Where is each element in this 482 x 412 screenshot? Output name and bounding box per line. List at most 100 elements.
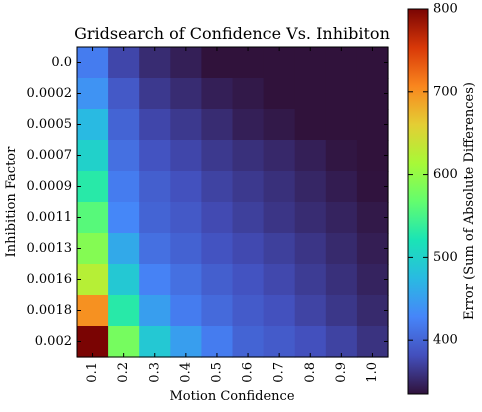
heatmap-cell <box>201 233 234 265</box>
heatmap-cell <box>232 171 265 203</box>
heatmap-cell <box>356 326 389 358</box>
heatmap-cell <box>356 171 389 203</box>
heatmap-cell <box>77 326 109 358</box>
chart-title: Gridsearch of Confidence Vs. Inhibiton <box>74 24 390 43</box>
heatmap-cell <box>232 326 265 358</box>
heatmap-cell <box>170 233 202 265</box>
heatmap-cell <box>201 140 234 172</box>
y-tick-label: 0.0005 <box>27 117 73 132</box>
heatmap-cell <box>139 78 171 110</box>
heatmap-cell <box>294 109 327 141</box>
colorbar-tick-label: 800 <box>433 2 458 17</box>
heatmap-cell <box>294 47 327 79</box>
heatmap-cell <box>294 202 327 234</box>
heatmap-cell <box>170 78 202 110</box>
heatmap-cell <box>201 109 234 141</box>
heatmap-cell <box>77 47 109 79</box>
heatmap-cells <box>77 47 389 358</box>
heatmap-cell <box>77 171 109 203</box>
heatmap-cell <box>108 326 140 358</box>
heatmap-cell <box>108 171 140 203</box>
heatmap-cell <box>325 295 358 327</box>
heatmap-cell <box>232 295 265 327</box>
heatmap-cell <box>356 264 389 296</box>
heatmap-cell <box>232 202 265 234</box>
x-tick-label: 0.8 <box>303 362 318 383</box>
heatmap-cell <box>170 109 202 141</box>
colorbar-label: Error (Sum of Absolute Differences) <box>462 82 477 320</box>
heatmap-cell <box>201 78 234 110</box>
heatmap-cell <box>201 202 234 234</box>
y-tick-label: 0.0013 <box>27 241 73 256</box>
heatmap-cell <box>263 109 296 141</box>
y-tick-label: 0.002 <box>35 334 72 349</box>
x-tick-label: 0.3 <box>147 362 162 383</box>
y-tick-label: 0.0009 <box>27 179 73 194</box>
heatmap-cell <box>325 78 358 110</box>
heatmap-cell <box>232 109 265 141</box>
x-tick-label: 0.6 <box>241 362 256 383</box>
heatmap-cell <box>139 326 171 358</box>
y-tick-label: 0.0007 <box>27 148 73 163</box>
heatmap-cell <box>325 171 358 203</box>
heatmap-cell <box>170 171 202 203</box>
heatmap-cell <box>232 78 265 110</box>
heatmap-cell <box>294 233 327 265</box>
heatmap-cell <box>294 326 327 358</box>
heatmap-cell <box>170 326 202 358</box>
colorbar-tick-label: 400 <box>433 333 458 348</box>
heatmap-cell <box>356 109 389 141</box>
x-tick-label: 1.0 <box>365 362 380 383</box>
x-tick-label: 0.1 <box>85 362 100 383</box>
heatmap-cell <box>201 47 234 79</box>
colorbar-tick-label: 500 <box>433 250 458 265</box>
heatmap-cell <box>139 171 171 203</box>
heatmap-cell <box>170 140 202 172</box>
x-axis: 0.1 0.2 0.3 0.4 0.5 0.6 0.7 0.8 0.9 1.0 <box>85 47 380 383</box>
heatmap-cell <box>170 264 202 296</box>
y-axis-label: Inhibition Factor <box>4 146 19 257</box>
heatmap-cell <box>356 47 389 79</box>
heatmap-cell <box>170 295 202 327</box>
y-tick-label: 0.0011 <box>27 210 73 225</box>
heatmap-cell <box>356 78 389 110</box>
heatmap-cell <box>325 140 358 172</box>
heatmap-cell <box>108 78 140 110</box>
heatmap-cell <box>201 171 234 203</box>
heatmap-cell <box>232 233 265 265</box>
heatmap-cell <box>356 202 389 234</box>
x-tick-label: 0.5 <box>209 362 224 383</box>
colorbar-tick-label: 600 <box>433 167 458 182</box>
heatmap-cell <box>77 140 109 172</box>
y-tick-label: 0.0002 <box>27 86 73 101</box>
heatmap-cell <box>232 47 265 79</box>
y-tick-label: 0.0018 <box>27 303 73 318</box>
heatmap-cell <box>232 140 265 172</box>
heatmap-cell <box>294 78 327 110</box>
colorbar-ticks: 400 500 600 700 800 <box>408 2 458 348</box>
heatmap-cell <box>263 202 296 234</box>
heatmap-cell <box>201 295 234 327</box>
heatmap-cell <box>263 47 296 79</box>
heatmap-cell <box>263 140 296 172</box>
heatmap-cell <box>108 47 140 79</box>
heatmap-cell <box>139 109 171 141</box>
x-tick-label: 0.7 <box>272 362 287 383</box>
heatmap-cell <box>294 264 327 296</box>
heatmap-cell <box>294 295 327 327</box>
heatmap-cell <box>139 233 171 265</box>
heatmap-cell <box>108 202 140 234</box>
y-tick-label: 0.0 <box>51 55 72 70</box>
heatmap-cell <box>77 202 109 234</box>
x-tick-label: 0.9 <box>334 362 349 383</box>
heatmap-cell <box>325 47 358 79</box>
heatmap-cell <box>356 233 389 265</box>
heatmap-cell <box>108 109 140 141</box>
heatmap-cell <box>294 171 327 203</box>
heatmap-cell <box>139 295 171 327</box>
plot-frame <box>76 46 389 358</box>
heatmap-cell <box>201 264 234 296</box>
x-tick-label: 0.4 <box>178 362 193 383</box>
heatmap-cell <box>325 326 358 358</box>
